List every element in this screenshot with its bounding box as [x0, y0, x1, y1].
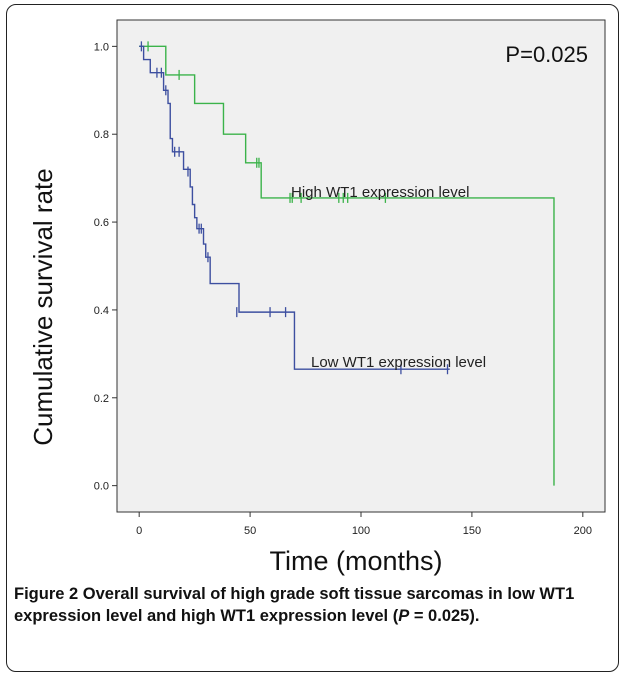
y-tick-label: 0.6 — [94, 217, 109, 229]
caption-text: Overall survival of high grade soft tiss… — [14, 585, 575, 625]
y-tick-label: 0.4 — [94, 305, 109, 317]
survival-curve — [139, 45, 450, 370]
x-tick-label: 150 — [463, 525, 481, 537]
series-layer — [139, 41, 555, 486]
survival-curve — [139, 45, 555, 486]
survival-chart: 0 50 100 150 200 0.0 0.2 0.4 0.6 0.8 1.0 P=0.025 H… — [28, 19, 606, 576]
series-low — [139, 41, 450, 375]
x-tick-label: 100 — [352, 525, 370, 537]
y-tick-label: 0.2 — [94, 393, 109, 405]
x-tick-label: 50 — [244, 525, 256, 537]
caption-label: Figure 2 — [14, 585, 79, 603]
p-value-annotation: P=0.025 — [505, 42, 588, 67]
series-label-low: Low WT1 expression level — [311, 354, 486, 371]
axis-layer: 0 50 100 150 200 0.0 0.2 0.4 0.6 0.8 1.0 — [94, 41, 592, 537]
x-tick-label: 0 — [136, 525, 142, 537]
y-axis-title: Cumulative survival rate — [28, 168, 58, 445]
x-tick-label: 200 — [574, 525, 592, 537]
y-tick-label: 0.8 — [94, 129, 109, 141]
figure-caption: Figure 2 Overall survival of high grade … — [14, 583, 614, 671]
y-tick-label: 1.0 — [94, 41, 109, 53]
caption-pvalue: (P = 0.025). — [392, 607, 480, 625]
series-label-high: High WT1 expression level — [291, 184, 469, 201]
plot-area — [116, 19, 606, 513]
series-high — [139, 41, 555, 486]
y-tick-label: 0.0 — [94, 481, 109, 493]
x-axis-title: Time (months) — [269, 546, 442, 576]
